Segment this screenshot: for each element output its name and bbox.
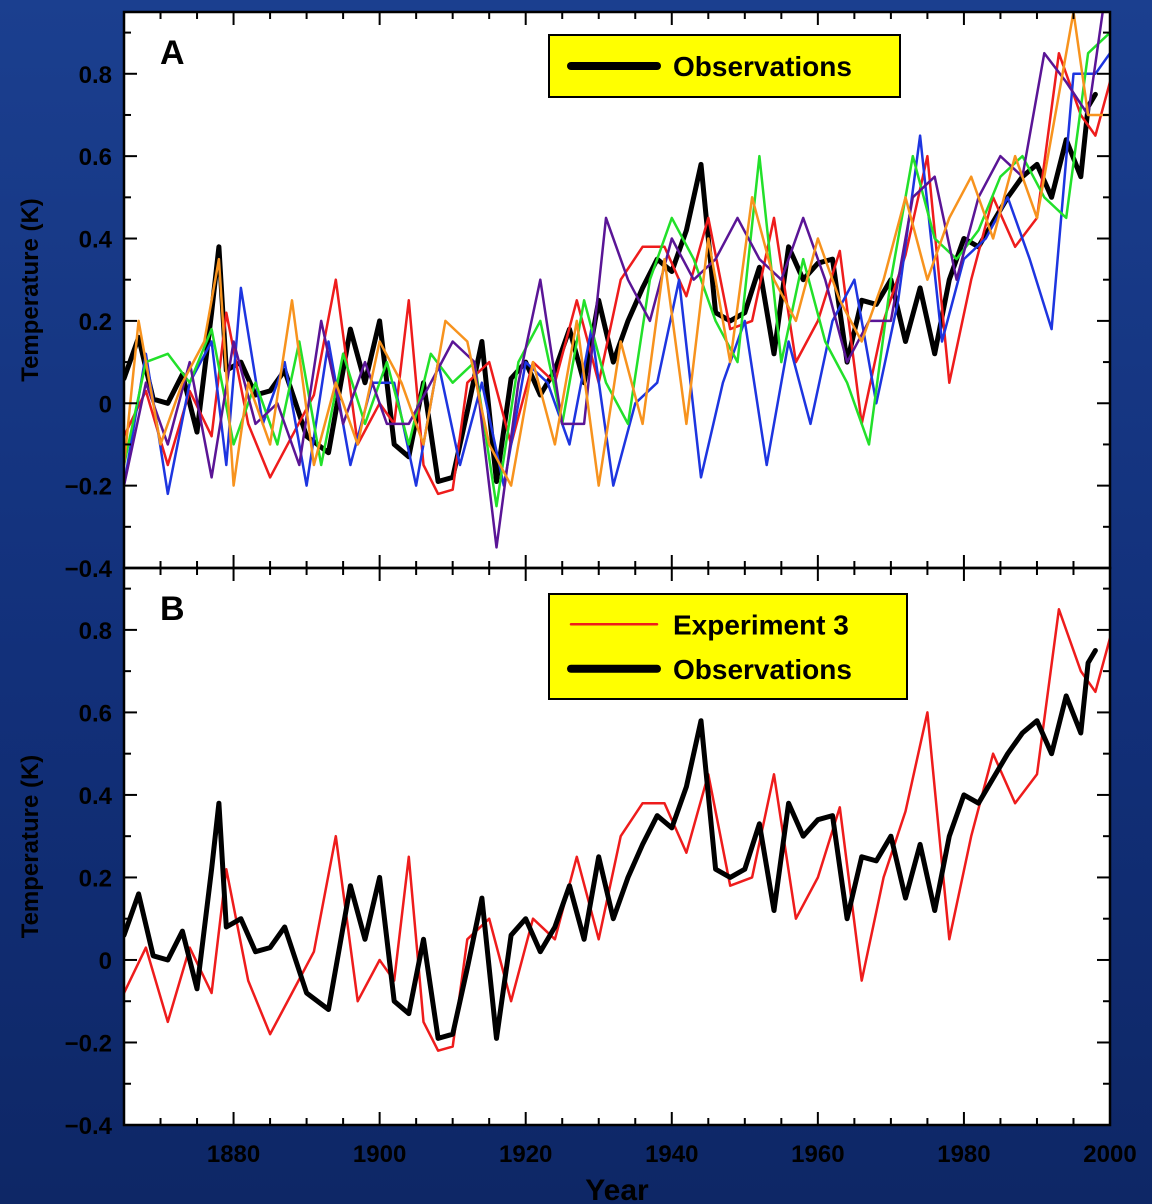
x-tick-label: 1960 [791, 1141, 844, 1168]
y-tick-label: 0 [99, 391, 112, 418]
plot-frame [122, 566, 1112, 1127]
series-group [124, 608, 1110, 1052]
series-group [124, 12, 1110, 549]
x-tick-label: 2000 [1083, 1141, 1136, 1168]
y-tick-label: 0.6 [79, 144, 112, 171]
series-line-model_green [124, 31, 1110, 508]
x-tick-label: 1900 [353, 1141, 406, 1168]
legend: Observations [548, 34, 901, 98]
y-tick-label: −0.4 [65, 1113, 113, 1140]
y-tick-label: 0.2 [79, 865, 112, 892]
series-line-experiment_3 [124, 608, 1110, 1052]
y-axis-label: Temperature (K) [17, 755, 44, 939]
panel-label: A [160, 34, 185, 72]
y-tick-label: 0.2 [79, 309, 112, 336]
y-tick-label: 0.4 [79, 783, 113, 810]
legend-label: Observations [673, 51, 852, 82]
x-axis-label: Year [585, 1174, 649, 1204]
legend-box [548, 593, 908, 700]
series-line-observations [124, 648, 1098, 1041]
legend: Experiment 3 Observations [548, 593, 908, 700]
y-tick-label: −0.2 [65, 1030, 112, 1057]
y-tick-label: 0.4 [79, 227, 113, 254]
y-tick-label: 0.8 [79, 62, 112, 89]
legend-label: Experiment 3 [673, 609, 849, 640]
x-tick-label: 1980 [937, 1141, 990, 1168]
x-tick-label: 1920 [499, 1141, 552, 1168]
legend-label: Observations [673, 654, 852, 685]
y-tick-label: −0.4 [65, 556, 113, 583]
panel-b: −0.4 −0.2 0 0.2 0.4 0.6 0.8 1880 1900 1920 1940 196… [17, 566, 1137, 1204]
y-axis-label: Temperature (K) [17, 198, 44, 382]
y-tick-label: 0.8 [79, 618, 112, 645]
x-tick-label: 1880 [207, 1141, 260, 1168]
x-tick-label: 1940 [645, 1141, 698, 1168]
y-tick-label: 0.6 [79, 700, 112, 727]
y-tick-label: 0 [99, 948, 112, 975]
panel-label: B [160, 590, 185, 628]
series-line-model_blue [124, 51, 1110, 496]
series-line-model_orange [124, 12, 1110, 487]
y-tick-label: −0.2 [65, 474, 112, 501]
